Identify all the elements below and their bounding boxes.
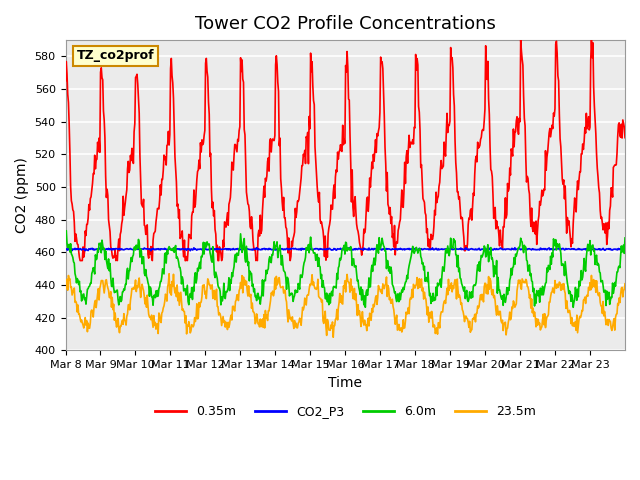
Legend: 0.35m, CO2_P3, 6.0m, 23.5m: 0.35m, CO2_P3, 6.0m, 23.5m: [150, 400, 541, 423]
Text: TZ_co2prof: TZ_co2prof: [77, 49, 154, 62]
Y-axis label: CO2 (ppm): CO2 (ppm): [15, 157, 29, 233]
X-axis label: Time: Time: [328, 376, 362, 390]
Title: Tower CO2 Profile Concentrations: Tower CO2 Profile Concentrations: [195, 15, 496, 33]
